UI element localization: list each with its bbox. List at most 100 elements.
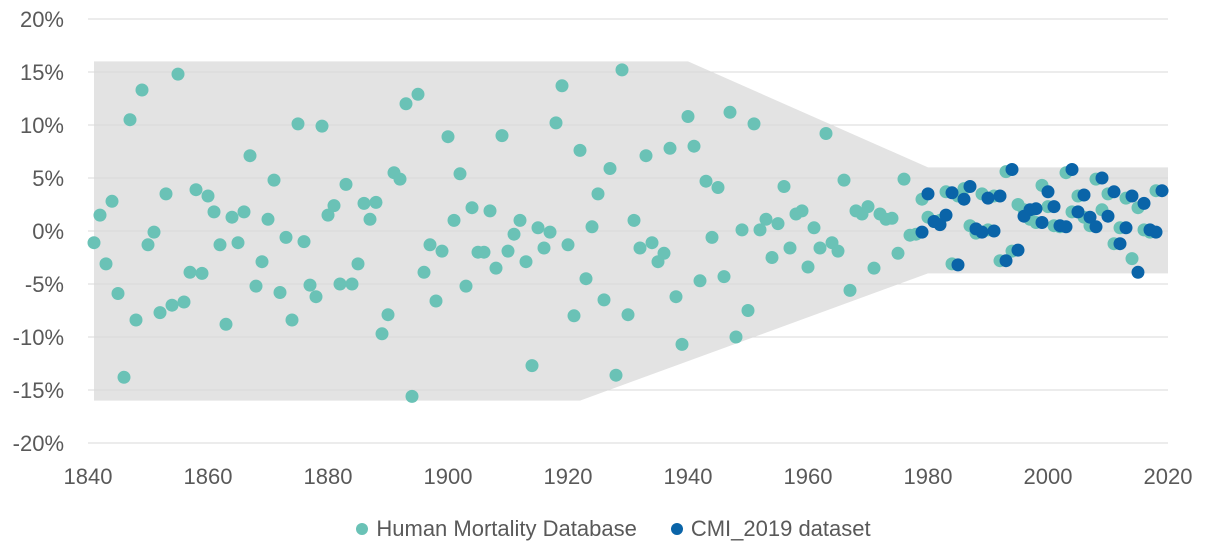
hmd-point	[729, 330, 743, 344]
hmd-point	[1125, 252, 1139, 266]
legend: Human Mortality Database CMI_2019 datase…	[0, 512, 1227, 546]
cmi-point	[981, 191, 995, 205]
hmd-point	[519, 255, 533, 269]
hmd-point	[843, 283, 857, 297]
hmd-point	[375, 327, 389, 341]
hmd-point	[897, 172, 911, 186]
hmd-point	[399, 97, 413, 111]
hmd-point	[219, 317, 233, 331]
hmd-point	[621, 308, 635, 322]
hmd-point	[735, 223, 749, 237]
hmd-point	[495, 129, 509, 143]
hmd-point	[141, 238, 155, 252]
hmd-point	[243, 149, 257, 163]
cmi-point	[1035, 216, 1049, 229]
hmd-point	[285, 313, 299, 327]
hmd-point	[801, 260, 815, 274]
y-tick-label: 15%	[20, 60, 64, 85]
x-tick-label: 1920	[544, 464, 593, 489]
cmi-point	[939, 208, 953, 222]
cmi-point	[1137, 196, 1151, 210]
cmi-point	[1059, 220, 1073, 234]
hmd-point	[417, 265, 431, 279]
hmd-point	[627, 213, 641, 227]
hmd-point	[447, 213, 461, 227]
hmd-point	[543, 225, 557, 239]
hmd-point	[435, 244, 449, 258]
hmd-point	[531, 221, 545, 235]
hmd-point	[159, 187, 173, 201]
hmd-point	[693, 274, 707, 288]
cmi-point	[915, 225, 929, 239]
hmd-point	[327, 199, 341, 213]
hmd-point	[135, 83, 149, 97]
cmi-point	[957, 192, 971, 206]
legend-entry-hmd: Human Mortality Database	[356, 516, 637, 542]
hmd-point	[441, 130, 455, 144]
hmd-point	[573, 143, 587, 157]
cmi-point	[1089, 220, 1103, 234]
hmd-point	[591, 187, 605, 201]
cmi-point	[1125, 189, 1139, 203]
hmd-point	[831, 244, 845, 258]
hmd-point	[771, 217, 785, 231]
cmi-point	[987, 224, 1001, 238]
hmd-point	[699, 174, 713, 188]
cmi-point	[1011, 243, 1025, 257]
legend-label-hmd: Human Mortality Database	[376, 516, 637, 541]
hmd-point	[297, 235, 311, 249]
hmd-point	[153, 306, 167, 320]
hmd-point	[303, 278, 317, 292]
hmd-point	[717, 270, 731, 284]
x-tick-label: 1840	[64, 464, 113, 489]
hmd-point	[147, 225, 161, 239]
y-tick-label: 20%	[20, 7, 64, 32]
cmi-point	[1005, 163, 1019, 176]
hmd-point	[681, 110, 695, 123]
hmd-point	[501, 244, 515, 258]
hmd-point	[93, 208, 107, 222]
hmd-point	[315, 119, 329, 133]
hmd-point	[177, 295, 191, 309]
cmi-point	[933, 218, 947, 232]
cmi-point	[963, 180, 977, 193]
hmd-point	[183, 265, 197, 279]
legend-label-cmi: CMI_2019 dataset	[690, 516, 871, 541]
hmd-point	[537, 241, 551, 255]
y-tick-label: 10%	[20, 113, 64, 138]
y-tick-label: -5%	[25, 272, 64, 297]
hmd-point	[129, 313, 143, 327]
hmd-point	[861, 200, 875, 214]
hmd-point	[837, 173, 851, 187]
hmd-point	[867, 261, 881, 275]
hmd-point	[645, 236, 659, 250]
hmd-point	[351, 257, 365, 271]
hmd-point	[465, 201, 479, 215]
hmd-point	[813, 241, 827, 255]
hmd-point	[633, 241, 647, 255]
hmd-point	[453, 167, 467, 181]
hmd-point	[891, 246, 905, 260]
x-tick-label: 1960	[784, 464, 833, 489]
hmd-point	[459, 279, 473, 293]
hmd-point	[483, 204, 497, 218]
hmd-point	[171, 67, 185, 81]
hmd-point	[615, 63, 629, 77]
hmd-point	[201, 189, 215, 203]
cmi-point	[1065, 163, 1079, 176]
cmi-point	[1029, 202, 1043, 216]
hmd-point	[237, 205, 251, 219]
hmd-point	[567, 309, 581, 323]
hmd-point	[267, 173, 281, 187]
hmd-point	[585, 220, 599, 234]
hmd-point	[819, 127, 833, 140]
x-axis-tick-labels: 1840 1860 1880 1900 1920 1940 1960 1980 2000 2020	[64, 464, 1193, 489]
hmd-point	[213, 238, 227, 252]
hmd-point	[765, 251, 779, 264]
hmd-point	[807, 221, 821, 235]
hmd-point	[705, 230, 719, 244]
hmd-point	[195, 266, 209, 280]
hmd-point	[513, 213, 527, 227]
cmi-point	[1101, 209, 1115, 223]
hmd-point	[555, 79, 569, 93]
